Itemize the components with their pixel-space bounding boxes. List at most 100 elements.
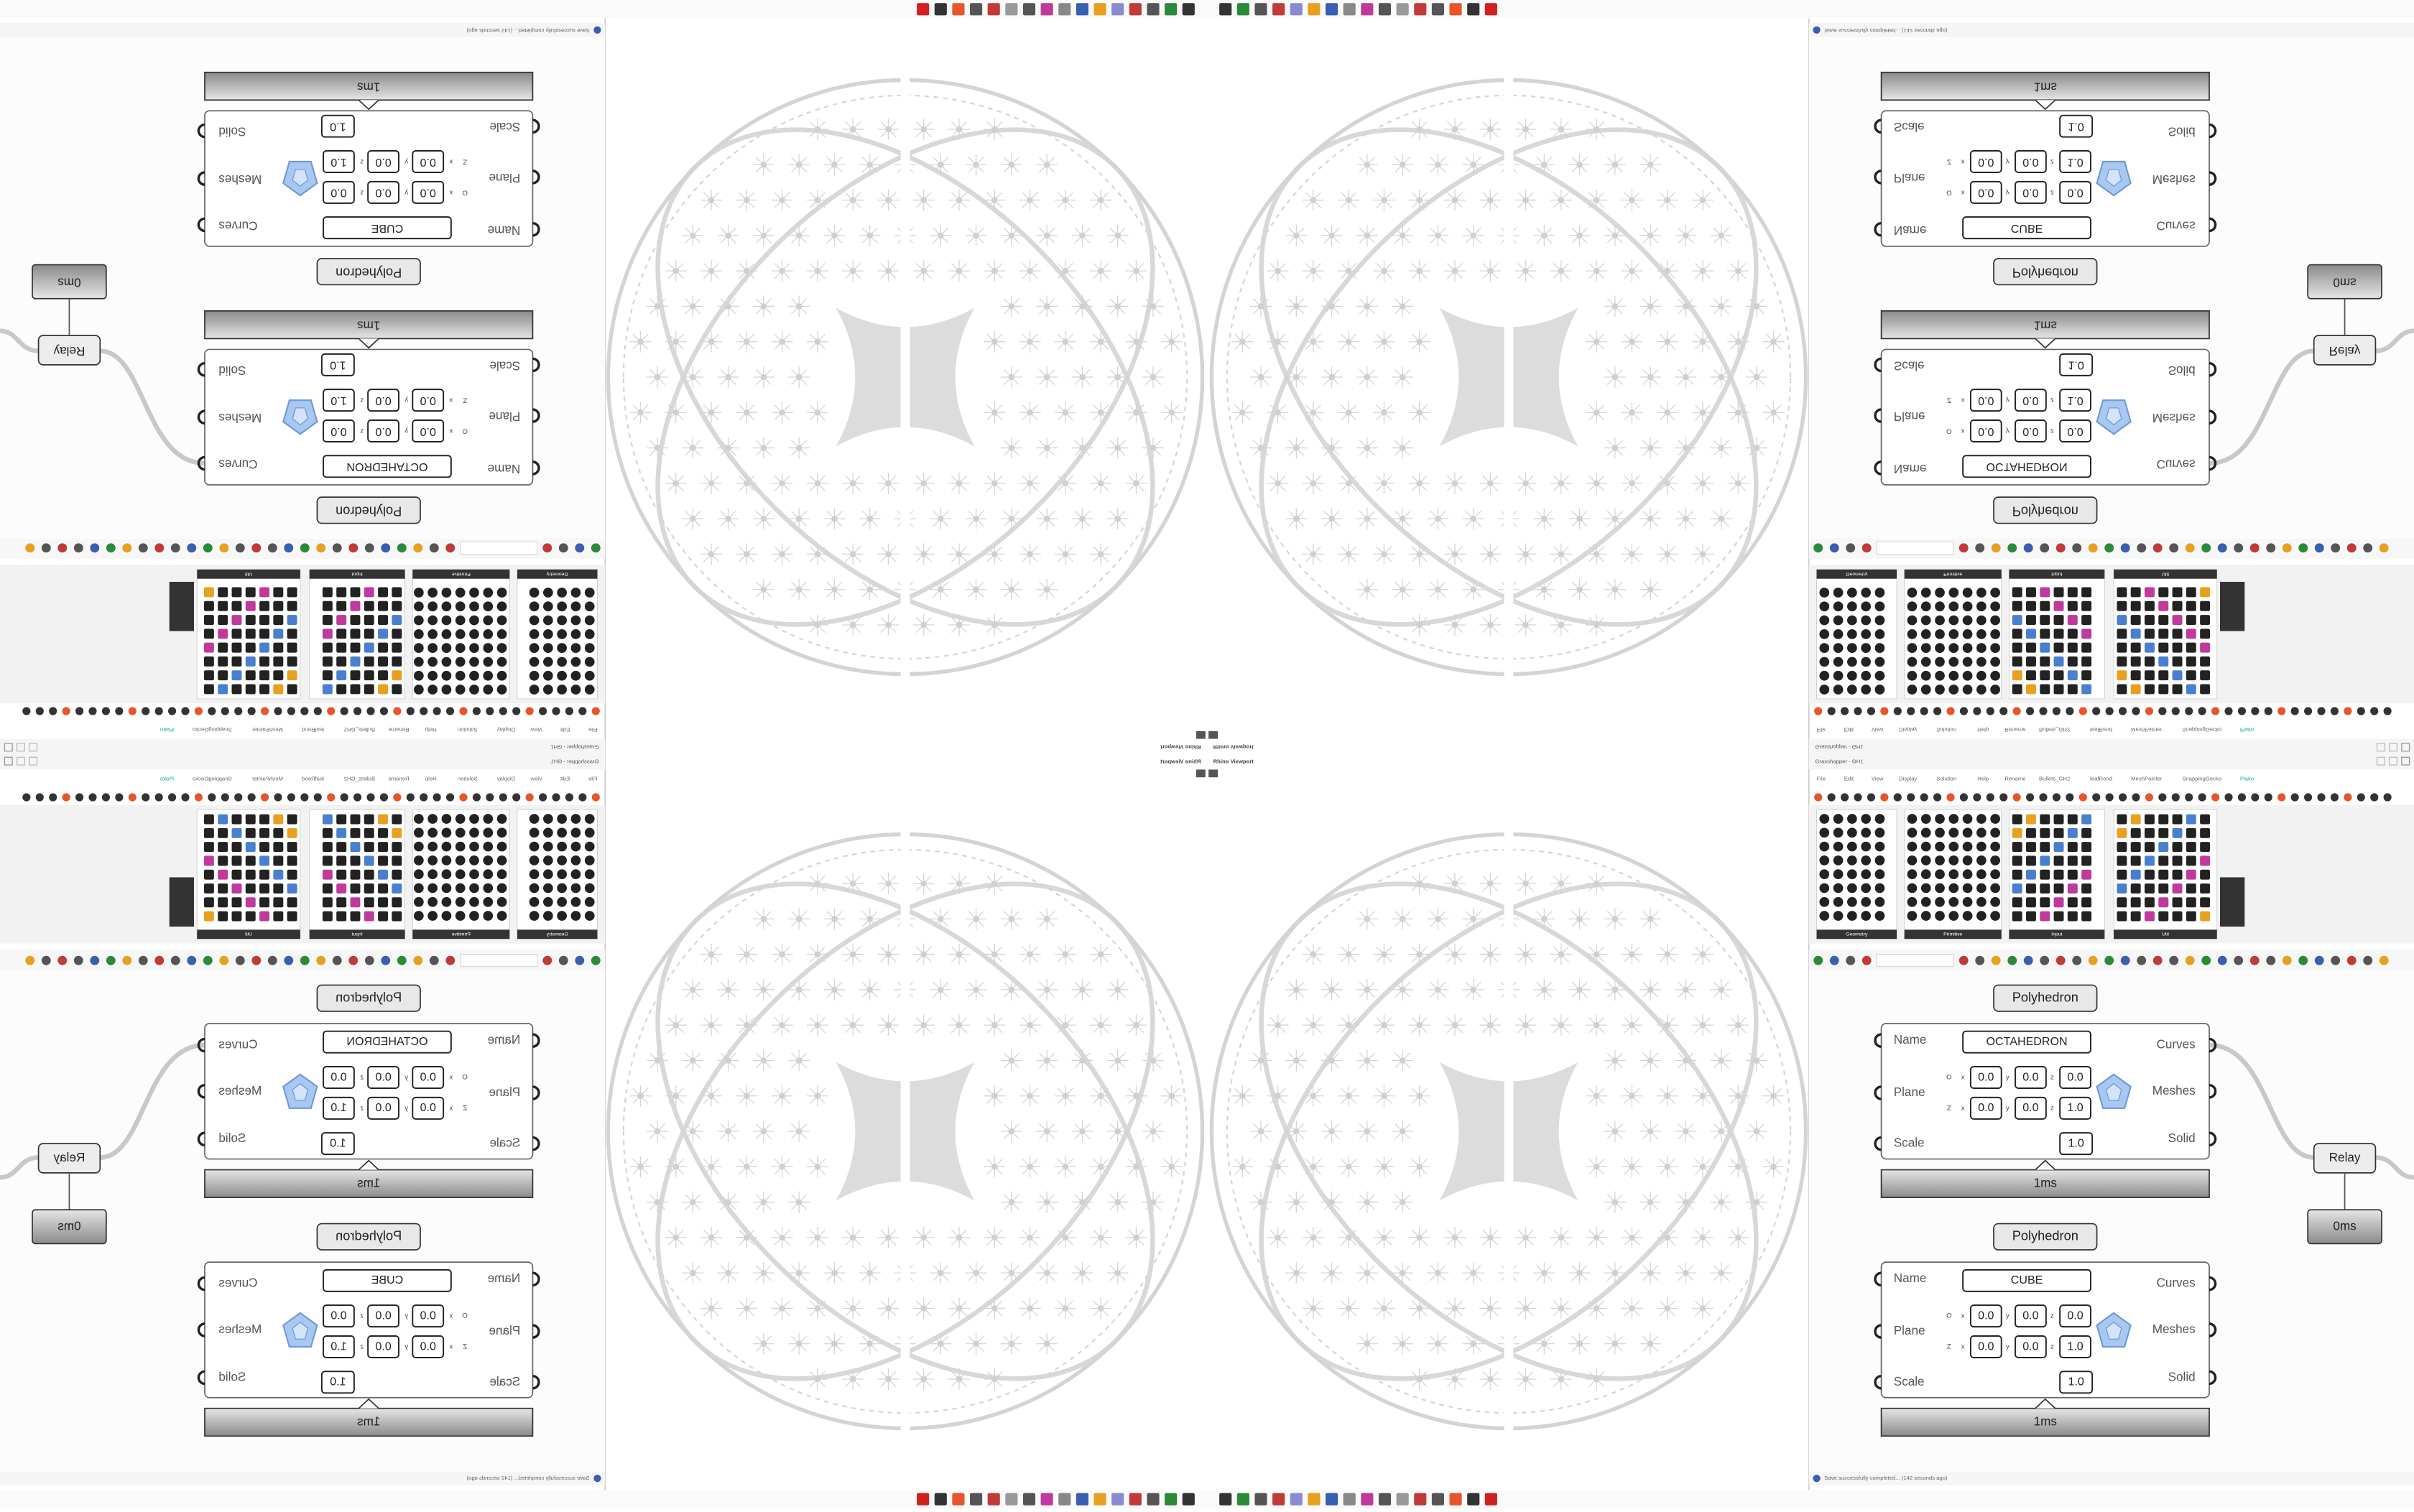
toolbar-icon[interactable] <box>2331 543 2340 552</box>
palette-icon[interactable] <box>218 912 228 922</box>
tab-icon[interactable] <box>2026 793 2034 801</box>
palette-icon[interactable] <box>2054 842 2064 852</box>
palette-icon[interactable] <box>1976 814 1987 824</box>
palette-icon[interactable] <box>571 911 581 921</box>
tab-icon[interactable] <box>195 793 203 801</box>
tab-icon[interactable] <box>234 793 242 801</box>
palette-icon[interactable] <box>1861 897 1871 907</box>
palette-icon[interactable] <box>1921 897 1931 907</box>
palette-icon[interactable] <box>351 870 361 880</box>
palette-icon[interactable] <box>571 897 581 907</box>
menu-item[interactable]: Help <box>1977 775 1989 781</box>
palette-icon[interactable] <box>2200 912 2210 922</box>
tab-icon[interactable] <box>2211 793 2219 801</box>
palette-icon[interactable] <box>1963 616 1973 626</box>
palette-icon[interactable] <box>455 814 466 824</box>
palette-icon[interactable] <box>2081 897 2091 907</box>
tab-icon[interactable] <box>22 793 30 801</box>
tab-icon[interactable] <box>2384 707 2392 715</box>
palette-icon[interactable] <box>2054 670 2064 680</box>
palette-icon[interactable] <box>1861 814 1871 824</box>
tab-icon[interactable] <box>2331 793 2339 801</box>
palette-icon[interactable] <box>2081 883 2091 894</box>
palette-icon[interactable] <box>1976 883 1987 894</box>
palette-icon[interactable] <box>323 870 333 880</box>
palette-icon[interactable] <box>2081 615 2091 625</box>
palette-icon[interactable] <box>543 827 553 838</box>
tab-icon[interactable] <box>327 793 335 801</box>
palette-icon[interactable] <box>351 828 361 838</box>
palette-icon[interactable] <box>1875 814 1885 824</box>
palette-icon[interactable] <box>1921 601 1931 611</box>
palette-icon[interactable] <box>1963 601 1973 611</box>
palette-icon[interactable] <box>1976 827 1987 838</box>
toolbar-icon[interactable] <box>2024 543 2033 552</box>
toolbar-icon[interactable] <box>2298 543 2308 552</box>
palette-icon[interactable] <box>543 842 553 852</box>
palette-icon[interactable] <box>1963 588 1973 598</box>
palette-icon[interactable] <box>1907 657 1918 667</box>
palette-icon[interactable] <box>557 814 567 824</box>
palette-icon[interactable] <box>2200 615 2210 625</box>
taskbar-icon[interactable] <box>1005 1493 1017 1506</box>
palette-icon[interactable] <box>323 912 333 922</box>
palette-icon[interactable] <box>1875 601 1885 611</box>
palette-icon[interactable] <box>1875 855 1885 866</box>
tab-icon[interactable] <box>2079 707 2087 715</box>
taskbar-icon[interactable] <box>1344 1493 1356 1506</box>
tab-icon[interactable] <box>102 793 110 801</box>
palette-icon[interactable] <box>1833 855 1844 866</box>
palette-icon[interactable] <box>1819 855 1829 866</box>
tab-icon[interactable] <box>2251 707 2259 715</box>
palette-icon[interactable] <box>2200 870 2210 880</box>
palette-icon[interactable] <box>2081 855 2091 866</box>
palette-icon[interactable] <box>585 814 595 824</box>
palette-icon[interactable] <box>469 842 479 852</box>
palette-icon[interactable] <box>1819 588 1829 598</box>
palette-icon[interactable] <box>2158 828 2168 838</box>
palette-icon[interactable] <box>2117 615 2127 625</box>
palette-icon[interactable] <box>2145 855 2155 866</box>
palette-icon[interactable] <box>2012 685 2022 695</box>
palette-icon[interactable] <box>2173 828 2183 838</box>
menu-item[interactable]: Display <box>497 775 515 781</box>
palette-icon[interactable] <box>1948 883 1959 894</box>
taskbar-icon[interactable] <box>1414 3 1426 15</box>
tab-icon[interactable] <box>2158 707 2166 715</box>
palette-icon[interactable] <box>455 869 466 879</box>
palette-icon[interactable] <box>392 870 402 880</box>
palette-icon[interactable] <box>1935 869 1945 879</box>
palette-icon[interactable] <box>2040 670 2050 680</box>
palette-icon[interactable] <box>2068 588 2078 598</box>
tab-icon[interactable] <box>1973 707 1981 715</box>
palette-icon[interactable] <box>2117 815 2127 825</box>
palette-icon[interactable] <box>232 870 242 880</box>
palette-icon[interactable] <box>571 869 581 879</box>
palette-icon[interactable] <box>483 855 493 866</box>
tab-icon[interactable] <box>1854 793 1862 801</box>
palette-icon[interactable] <box>1833 643 1844 653</box>
toolbar-icon[interactable] <box>542 956 552 965</box>
tab-icon[interactable] <box>2304 793 2312 801</box>
taskbar-icon[interactable] <box>1326 1493 1338 1506</box>
menu-item[interactable]: Edit <box>1844 775 1854 781</box>
palette-icon[interactable] <box>543 869 553 879</box>
toolbar-icon[interactable] <box>2186 543 2195 552</box>
taskbar-icon[interactable] <box>1450 3 1462 15</box>
toolbar-icon[interactable] <box>187 956 196 965</box>
palette-icon[interactable] <box>2081 657 2091 667</box>
toolbar-icon[interactable] <box>2089 956 2098 965</box>
toolbar-icon[interactable] <box>2266 956 2275 965</box>
toolbar-icon[interactable] <box>300 956 310 965</box>
tab-icon[interactable] <box>2304 707 2312 715</box>
tab-icon[interactable] <box>1960 793 1968 801</box>
tab-icon[interactable] <box>1987 707 1994 715</box>
palette-icon[interactable] <box>2040 657 2050 667</box>
tab-icon[interactable] <box>380 793 388 801</box>
palette-icon[interactable] <box>204 883 214 894</box>
palette-icon[interactable] <box>1948 601 1959 611</box>
palette-icon[interactable] <box>246 883 256 894</box>
palette-icon[interactable] <box>2131 615 2141 625</box>
palette-icon[interactable] <box>218 870 228 880</box>
palette-icon[interactable] <box>1976 601 1987 611</box>
